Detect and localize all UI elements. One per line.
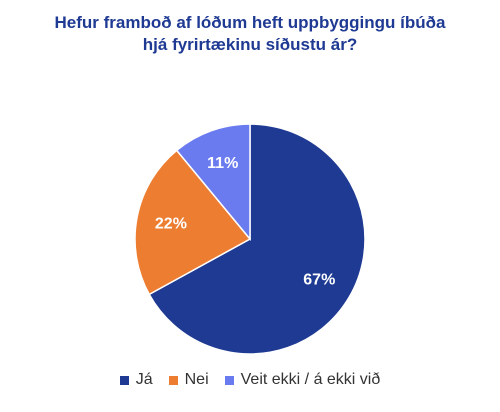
- legend-swatch-ja: [119, 375, 129, 385]
- legend-label-veit-ekki: Veit ekki / á ekki við: [240, 371, 381, 388]
- legend: Já Nei Veit ekki / á ekki við: [0, 371, 500, 389]
- legend-swatch-nei: [168, 375, 178, 385]
- legend-item-ja: Já: [119, 371, 153, 389]
- pie-slice-veit-ekki: [175, 123, 251, 242]
- chart-title-line-1: Hefur framboð af lóðum heft uppbyggingu …: [54, 13, 446, 32]
- legend-item-nei: Nei: [168, 371, 209, 389]
- legend-label-nei: Nei: [184, 371, 209, 388]
- legend-label-ja: Já: [135, 371, 153, 388]
- pie-slice-nei: [134, 149, 252, 296]
- data-label-veit-ekki: 11%: [207, 155, 238, 172]
- legend-swatch-veit-ekki: [224, 375, 234, 385]
- data-label-ja: 67%: [303, 271, 335, 288]
- chart-title: Hefur framboð af lóðum heft uppbyggingu …: [0, 12, 500, 56]
- legend-item-veit-ekki: Veit ekki / á ekki við: [224, 371, 381, 389]
- pie-slice-ja: [148, 123, 366, 355]
- data-label-nei: 22%: [155, 215, 187, 232]
- chart-title-line-2: hjá fyrirtækinu síðustu ár?: [142, 35, 358, 54]
